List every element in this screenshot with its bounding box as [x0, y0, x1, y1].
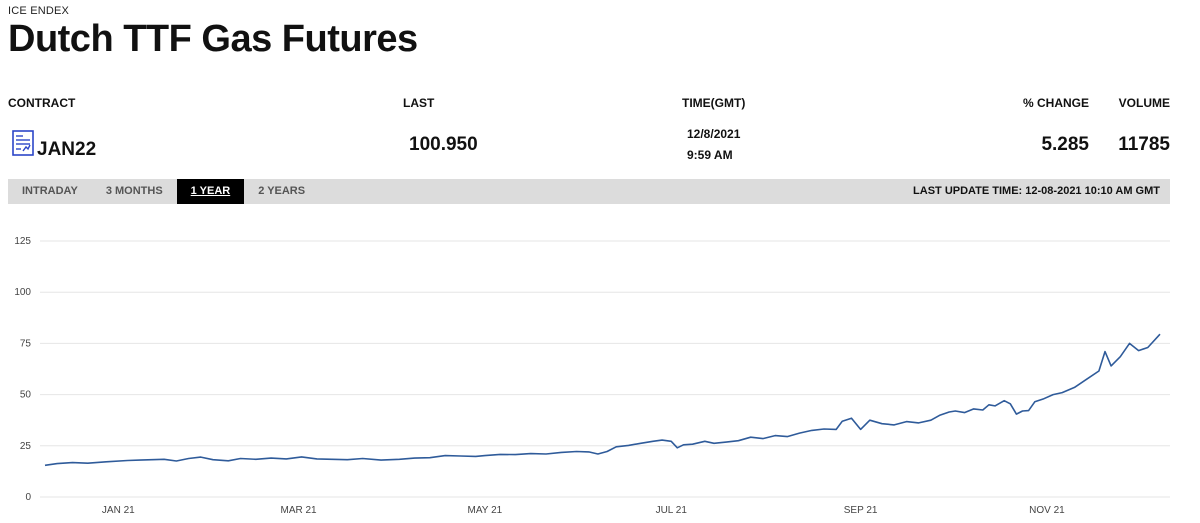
- tab-3-months[interactable]: 3 MONTHS: [105, 185, 163, 197]
- x-tick-label: JAN 21: [102, 505, 135, 516]
- pct-change-value: 5.285: [1041, 134, 1089, 155]
- last-price: 100.950: [409, 134, 478, 155]
- y-tick-label: 50: [20, 390, 32, 401]
- column-header-pct-change: % CHANGE: [1022, 96, 1089, 110]
- y-tick-label: 125: [14, 236, 31, 247]
- trade-time: 9:59 AM: [687, 148, 733, 162]
- document-chart-icon[interactable]: [12, 130, 34, 156]
- range-tab-bar: INTRADAY 3 MONTHS 1 YEAR 2 YEARS LAST UP…: [8, 179, 1170, 204]
- last-update-time: LAST UPDATE TIME: 12-08-2021 10:10 AM GM…: [913, 185, 1160, 197]
- y-tick-label: 100: [14, 287, 31, 298]
- x-tick-label: SEP 21: [844, 505, 878, 516]
- tab-intraday[interactable]: INTRADAY: [22, 185, 78, 197]
- y-tick-label: 0: [25, 492, 31, 503]
- tab-2-years[interactable]: 2 YEARS: [258, 185, 306, 197]
- volume-value: 11785: [1118, 134, 1170, 155]
- contract-code[interactable]: JAN22: [37, 139, 97, 160]
- tab-1-year[interactable]: 1 YEAR: [176, 179, 245, 204]
- column-header-time: TIME(GMT): [682, 96, 746, 110]
- x-tick-label: NOV 21: [1029, 505, 1065, 516]
- y-tick-label: 75: [20, 338, 32, 349]
- y-tick-label: 25: [20, 441, 32, 452]
- column-header-volume: VOLUME: [1118, 96, 1170, 110]
- price-line-chart[interactable]: 0 25 50 75 100 125 JAN 21 MAR 21 MAY 21 JUL 21 SEP…: [0, 215, 1200, 523]
- exchange-label: ICE ENDEX: [8, 5, 70, 17]
- trade-date: 12/8/2021: [687, 127, 741, 141]
- page-title: Dutch TTF Gas Futures: [8, 18, 418, 60]
- price-series-line: [44, 333, 1161, 467]
- column-header-last: LAST: [403, 96, 435, 110]
- column-header-contract: CONTRACT: [8, 96, 76, 110]
- x-tick-label: JUL 21: [656, 505, 688, 516]
- x-tick-label: MAY 21: [468, 505, 503, 516]
- x-tick-label: MAR 21: [280, 505, 317, 516]
